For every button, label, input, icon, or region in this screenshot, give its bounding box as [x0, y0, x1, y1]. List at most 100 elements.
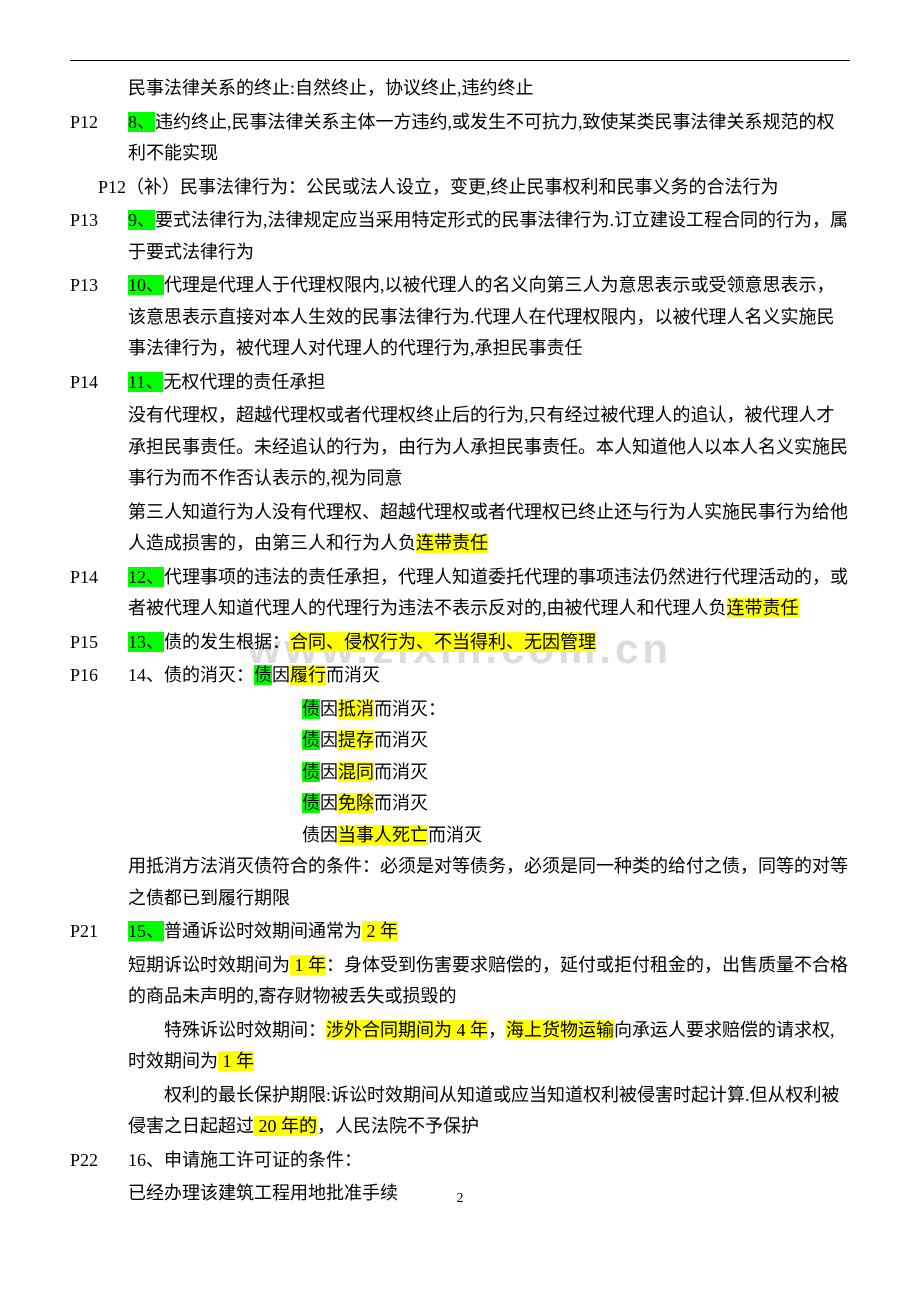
text: 11、无权代理的责任承担 — [128, 367, 850, 399]
item-number-hl: 11、 — [128, 372, 163, 392]
item-16: P22 16、申请施工许可证的条件： — [70, 1145, 850, 1177]
page-ref: P13 — [70, 205, 128, 237]
t: 普通诉讼时效期间通常为 — [164, 921, 362, 941]
item-number: 14、 — [128, 665, 164, 685]
debt-hl2: 履行 — [290, 665, 326, 685]
t: 短期诉讼时效期间为 — [128, 955, 290, 975]
page-ref: P16 — [70, 660, 128, 692]
item-number-hl: 15、 — [128, 921, 164, 941]
text-part: 第三人知道行为人没有代理权、超越代理权或者代理权已终止还与行为人实施民事行为给他… — [128, 502, 848, 554]
item-15-line2: 短期诉讼时效期间为 1 年：身体受到伤害要求赔偿的，延付或拒付租金的，出售质量不… — [70, 950, 850, 1013]
item-number-hl: 13、 — [128, 632, 164, 652]
text: 民事法律关系的终止:自然终止，协议终止,违约终止 — [128, 73, 850, 105]
hl: 1 年 — [290, 955, 326, 975]
page-ref: P21 — [70, 916, 128, 948]
highlight: 合同、侵权行为、不当得利、无因管理 — [290, 632, 596, 652]
item-number-hl: 10、 — [128, 275, 164, 295]
t: ，人民法院不予保护 — [317, 1116, 479, 1136]
debt-hl: 债 — [254, 665, 272, 685]
item-number-hl: 12、 — [128, 567, 164, 587]
debt-hl: 债 — [302, 699, 320, 719]
t: 因 — [272, 665, 290, 685]
item-supplement: P12（补）民事法律行为：公民或法人设立，变更,终止民事权利和民事义务的合法行为 — [70, 172, 850, 204]
text: 9、要式法律行为,法律规定应当采用特定形式的民事法律行为.订立建设工程合同的行为… — [128, 205, 850, 268]
t: 而消灭 — [326, 665, 380, 685]
text: 16、申请施工许可证的条件： — [128, 1145, 850, 1177]
item-13: P15 13、债的发生根据：合同、侵权行为、不当得利、无因管理 — [70, 627, 850, 659]
debt-line-6: 债因当事人死亡而消灭 — [70, 820, 850, 852]
hl: 涉外合同期间为 4 年 — [326, 1020, 488, 1040]
text: 12、代理事项的违法的责任承担，代理人知道委托代理的事项违法仍然进行代理活动的，… — [128, 562, 850, 625]
t: 而消灭 — [374, 762, 428, 782]
item-number-hl: 9、 — [128, 210, 155, 230]
item-number-hl: 8、 — [128, 112, 155, 132]
text: P12（补）民事法律行为：公民或法人设立，变更,终止民事权利和民事义务的合法行为 — [98, 172, 850, 204]
text: 短期诉讼时效期间为 1 年：身体受到伤害要求赔偿的，延付或拒付租金的，出售质量不… — [128, 950, 850, 1013]
item-8: P12 8、违约终止,民事法律关系主体一方违约,或发生不可抗力,致使某类民事法律… — [70, 107, 850, 170]
debt-line-5: 债因免除而消灭 — [70, 788, 850, 820]
t: 而消灭 — [428, 825, 482, 845]
debt-hl2: 抵消 — [338, 699, 374, 719]
t: 而消灭： — [374, 699, 446, 719]
text: 第三人知道行为人没有代理权、超越代理权或者代理权已终止还与行为人实施民事行为给他… — [128, 497, 850, 560]
debt-hl2: 混同 — [338, 762, 374, 782]
item-11-detail-1: 没有代理权，超越代理权或者代理权终止后的行为,只有经过被代理人的追认，被代理人才… — [70, 400, 850, 495]
debt-hl2: 免除 — [338, 793, 374, 813]
text: 14、债的消灭：债因履行而消灭 — [128, 660, 850, 692]
debt-line-4: 债因混同而消灭 — [70, 757, 850, 789]
text: 13、债的发生根据：合同、侵权行为、不当得利、无因管理 — [128, 627, 850, 659]
item-text: 申请施工许可证的条件： — [164, 1150, 362, 1170]
page-ref: P12 — [70, 107, 128, 139]
t: 因 — [320, 699, 338, 719]
text: 8、违约终止,民事法律关系主体一方违约,或发生不可抗力,致使某类民事法律关系规范… — [128, 107, 850, 170]
item-15-line4: 权利的最长保护期限:诉讼时效期间从知道或应当知道权利被侵害时起计算.但从权利被侵… — [70, 1080, 850, 1143]
hl: 20 年的 — [254, 1116, 317, 1136]
item-15-line3: 特殊诉讼时效期间：涉外合同期间为 4 年，海上货物运输向承运人要求赔偿的请求权,… — [70, 1015, 850, 1078]
debt-line-2: 债因抵消而消灭： — [70, 694, 850, 726]
debt-hl2: 提存 — [338, 730, 374, 750]
page-ref: P22 — [70, 1145, 128, 1177]
t: 权利的最长保护期限:诉讼时效期间从知道或应当知道权利被侵害时起计算.但从权利被侵… — [128, 1085, 840, 1137]
item-14: P16 14、债的消灭：债因履行而消灭 — [70, 660, 850, 692]
t: 因 — [320, 793, 338, 813]
hl: 海上货物运输 — [506, 1020, 614, 1040]
t: 而消灭 — [374, 730, 428, 750]
t: 而消灭 — [374, 793, 428, 813]
text: 已经办理该建筑工程用地批准手续 — [128, 1178, 850, 1210]
item-text: 债的发生根据： — [164, 632, 290, 652]
highlight: 连带责任 — [416, 533, 488, 553]
item-15: P21 15、普通诉讼时效期间通常为 2 年 — [70, 916, 850, 948]
debt-hl: 债 — [302, 762, 320, 782]
debt-hl: 债 — [302, 793, 320, 813]
item-16-tail: 已经办理该建筑工程用地批准手续 — [70, 1178, 850, 1210]
item-11-detail-2: 第三人知道行为人没有代理权、超越代理权或者代理权已终止还与行为人实施民事行为给他… — [70, 497, 850, 560]
item-text: 代理是代理人于代理权限内,以被代理人的名义向第三人为意思表示或受领意思表示，该意… — [128, 275, 835, 358]
document-body: 民事法律关系的终止:自然终止，协议终止,违约终止 P12 8、违约终止,民事法律… — [70, 60, 850, 1210]
page-ref: P13 — [70, 270, 128, 302]
item-14-tail: 用抵消方法消灭债符合的条件：必须是对等债务，必须是同一种类的给付之债，同等的对等… — [70, 851, 850, 914]
line-intro: 民事法律关系的终止:自然终止，协议终止,违约终止 — [70, 73, 850, 105]
page-ref: P14 — [70, 367, 128, 399]
text: 没有代理权，超越代理权或者代理权终止后的行为,只有经过被代理人的追认，被代理人才… — [128, 400, 850, 495]
hl: 2 年 — [362, 921, 398, 941]
debt-hl2: 当事人死亡 — [338, 825, 428, 845]
item-text: 违约终止,民事法律关系主体一方违约,或发生不可抗力,致使某类民事法律关系规范的权… — [128, 112, 835, 164]
top-rule — [70, 60, 850, 61]
item-11: P14 11、无权代理的责任承担 — [70, 367, 850, 399]
t: 因 — [320, 762, 338, 782]
text: 用抵消方法消灭债符合的条件：必须是对等债务，必须是同一种类的给付之债，同等的对等… — [128, 851, 850, 914]
item-10: P13 10、代理是代理人于代理权限内,以被代理人的名义向第三人为意思表示或受领… — [70, 270, 850, 365]
text: 权利的最长保护期限:诉讼时效期间从知道或应当知道权利被侵害时起计算.但从权利被侵… — [128, 1080, 850, 1143]
text: 15、普通诉讼时效期间通常为 2 年 — [128, 916, 850, 948]
t: 债因 — [302, 825, 338, 845]
t: 特殊诉讼时效期间： — [164, 1020, 326, 1040]
debt-hl: 债 — [302, 730, 320, 750]
item-9: P13 9、要式法律行为,法律规定应当采用特定形式的民事法律行为.订立建设工程合… — [70, 205, 850, 268]
t: ， — [488, 1020, 506, 1040]
page-ref: P15 — [70, 627, 128, 659]
text: 特殊诉讼时效期间：涉外合同期间为 4 年，海上货物运输向承运人要求赔偿的请求权,… — [128, 1015, 850, 1078]
item-text: 要式法律行为,法律规定应当采用特定形式的民事法律行为.订立建设工程合同的行为，属… — [128, 210, 848, 262]
highlight: 连带责任 — [727, 598, 799, 618]
hl: 1 年 — [218, 1051, 254, 1071]
page-ref: P14 — [70, 562, 128, 594]
